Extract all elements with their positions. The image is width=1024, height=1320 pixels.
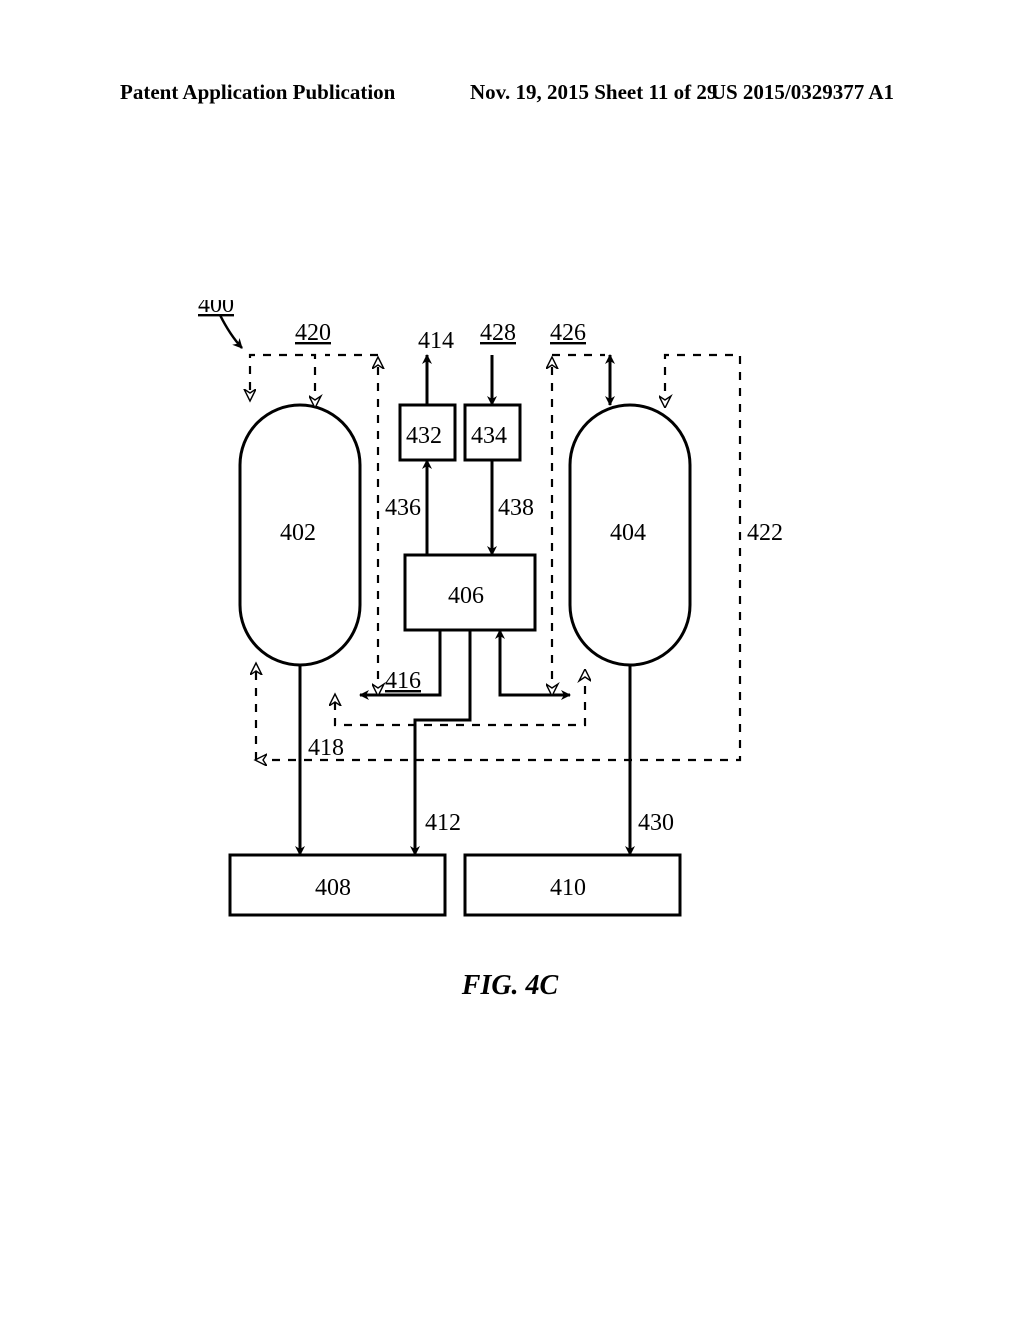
ref-430: 430: [638, 810, 674, 836]
header-center: Nov. 19, 2015 Sheet 11 of 29: [470, 80, 717, 105]
ref-434: 434: [471, 423, 507, 449]
arrow-406-404: [500, 630, 570, 695]
ref-400: 400: [198, 300, 234, 318]
ref-408: 408: [315, 875, 351, 901]
ref-436: 436: [385, 495, 421, 521]
ref-402: 402: [280, 520, 316, 546]
ref-432: 432: [406, 423, 442, 449]
ref-426: 426: [550, 320, 586, 346]
ref-406: 406: [448, 583, 484, 609]
ref-416: 416: [385, 668, 421, 694]
figure-4c: 400 420 414 428 426 432 434 402 404 422 …: [180, 300, 840, 1020]
figure-label: FIG. 4C: [180, 970, 840, 1002]
ref-418: 418: [308, 735, 344, 761]
ref-414: 414: [418, 328, 454, 354]
dashed-422: [256, 355, 740, 760]
ref-428: 428: [480, 320, 516, 346]
pointer-400: [220, 315, 242, 348]
diagram-svg: 400 420 414 428 426 432 434 402 404 422 …: [180, 300, 840, 1020]
ref-412: 412: [425, 810, 461, 836]
header-right: US 2015/0329377 A1: [711, 80, 894, 105]
page: Patent Application Publication Nov. 19, …: [0, 0, 1024, 1320]
ref-404: 404: [610, 520, 646, 546]
dashed-420: [250, 355, 315, 407]
ref-422: 422: [747, 520, 783, 546]
header-left: Patent Application Publication: [120, 80, 395, 105]
ref-438: 438: [498, 495, 534, 521]
ref-420: 420: [295, 320, 331, 346]
dashed-lower-loop: [335, 670, 585, 725]
ref-410: 410: [550, 875, 586, 901]
